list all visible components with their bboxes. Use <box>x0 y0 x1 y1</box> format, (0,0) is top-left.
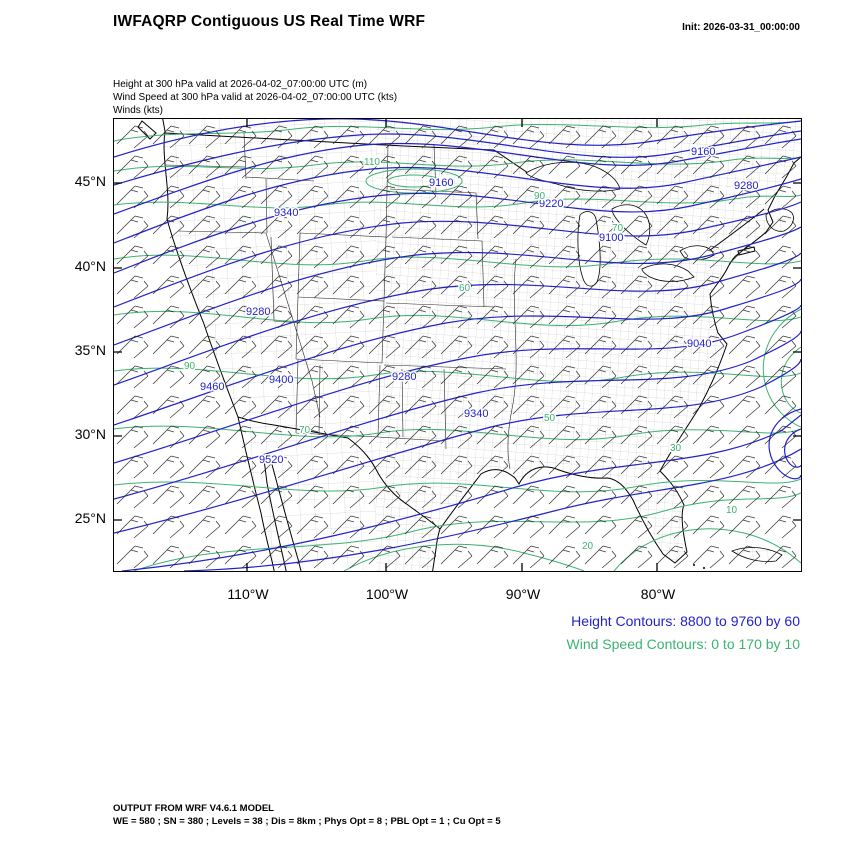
wind-contour-label: 20 <box>582 541 594 552</box>
map-frame: 9340 9160 9220 9100 9160 9280 9280 9400 … <box>113 118 802 572</box>
wind-contour-label: 90 <box>184 361 196 372</box>
model-config-line: WE = 580 ; SN = 380 ; Levels = 38 ; Dis … <box>113 815 501 827</box>
model-version-line: OUTPUT FROM WRF V4.6.1 MODEL <box>113 803 274 814</box>
height-contour-label: 9220 <box>539 198 563 210</box>
wind-contour-label: 70 <box>612 223 624 234</box>
init-timestamp: Init: 2026-03-31_00:00:00 <box>682 22 800 33</box>
wind-contour-label: 50 <box>544 413 556 424</box>
wind-contour-label: 70 <box>299 425 311 436</box>
axis-ticks <box>114 119 801 571</box>
wind-barb-layer <box>114 119 801 571</box>
height-contour-label: 9280 <box>392 371 416 383</box>
wind-contour-label: 60 <box>459 283 471 294</box>
wind-contour-label: 90 <box>534 191 546 202</box>
field-line-winds: Winds (kts) <box>113 105 163 116</box>
lat-label-40n: 40°N <box>74 258 106 274</box>
lon-label-80w: 80°W <box>640 586 676 602</box>
height-contour-label: 9280 <box>734 180 758 192</box>
field-line-windspeed: Wind Speed at 300 hPa valid at 2026-04-0… <box>113 92 398 103</box>
height-contour-label: 9520 <box>259 454 283 466</box>
wind-contour-legend: Wind Speed Contours: 0 to 170 by 10 <box>566 636 800 652</box>
wind-contour-label: 110 <box>364 157 380 168</box>
lat-label-35n: 35°N <box>74 342 106 358</box>
height-contour-label: 9160 <box>691 146 715 158</box>
height-contour-label: 9340 <box>464 408 488 420</box>
height-contour-label: 9340 <box>274 207 298 219</box>
height-contour-label: 9100 <box>599 232 623 244</box>
lat-label-25n: 25°N <box>74 510 106 526</box>
height-contour-label: 9460 <box>200 381 224 393</box>
lon-label-90w: 90°W <box>505 586 541 602</box>
model-footer: OUTPUT FROM WRF V4.6.1 MODEL WE = 580 ; … <box>113 803 501 828</box>
wind-contour-label: 30 <box>670 443 682 454</box>
height-contour-label: 9160 <box>429 177 453 189</box>
wind-contour-label: 10 <box>726 505 738 516</box>
height-contour-label: 9040 <box>687 338 711 350</box>
field-line-height: Height at 300 hPa valid at 2026-04-02_07… <box>113 79 368 90</box>
lon-label-100w: 100°W <box>365 586 409 602</box>
lat-label-30n: 30°N <box>74 426 106 442</box>
us-map-canvas: 9340 9160 9220 9100 9160 9280 9280 9400 … <box>114 119 801 571</box>
page-title: IWFAQRP Contiguous US Real Time WRF <box>113 13 426 30</box>
field-description: Height at 300 hPa valid at 2026-04-02_07… <box>113 78 397 117</box>
height-contour-label: 9400 <box>269 374 293 386</box>
height-contour-legend: Height Contours: 8800 to 9760 by 60 <box>571 613 800 629</box>
height-contour-label: 9280 <box>246 306 270 318</box>
lat-label-45n: 45°N <box>74 173 106 189</box>
lon-label-110w: 110°W <box>227 586 269 602</box>
contour-label-layer: 9340 9160 9220 9100 9160 9280 9280 9400 … <box>183 145 760 554</box>
